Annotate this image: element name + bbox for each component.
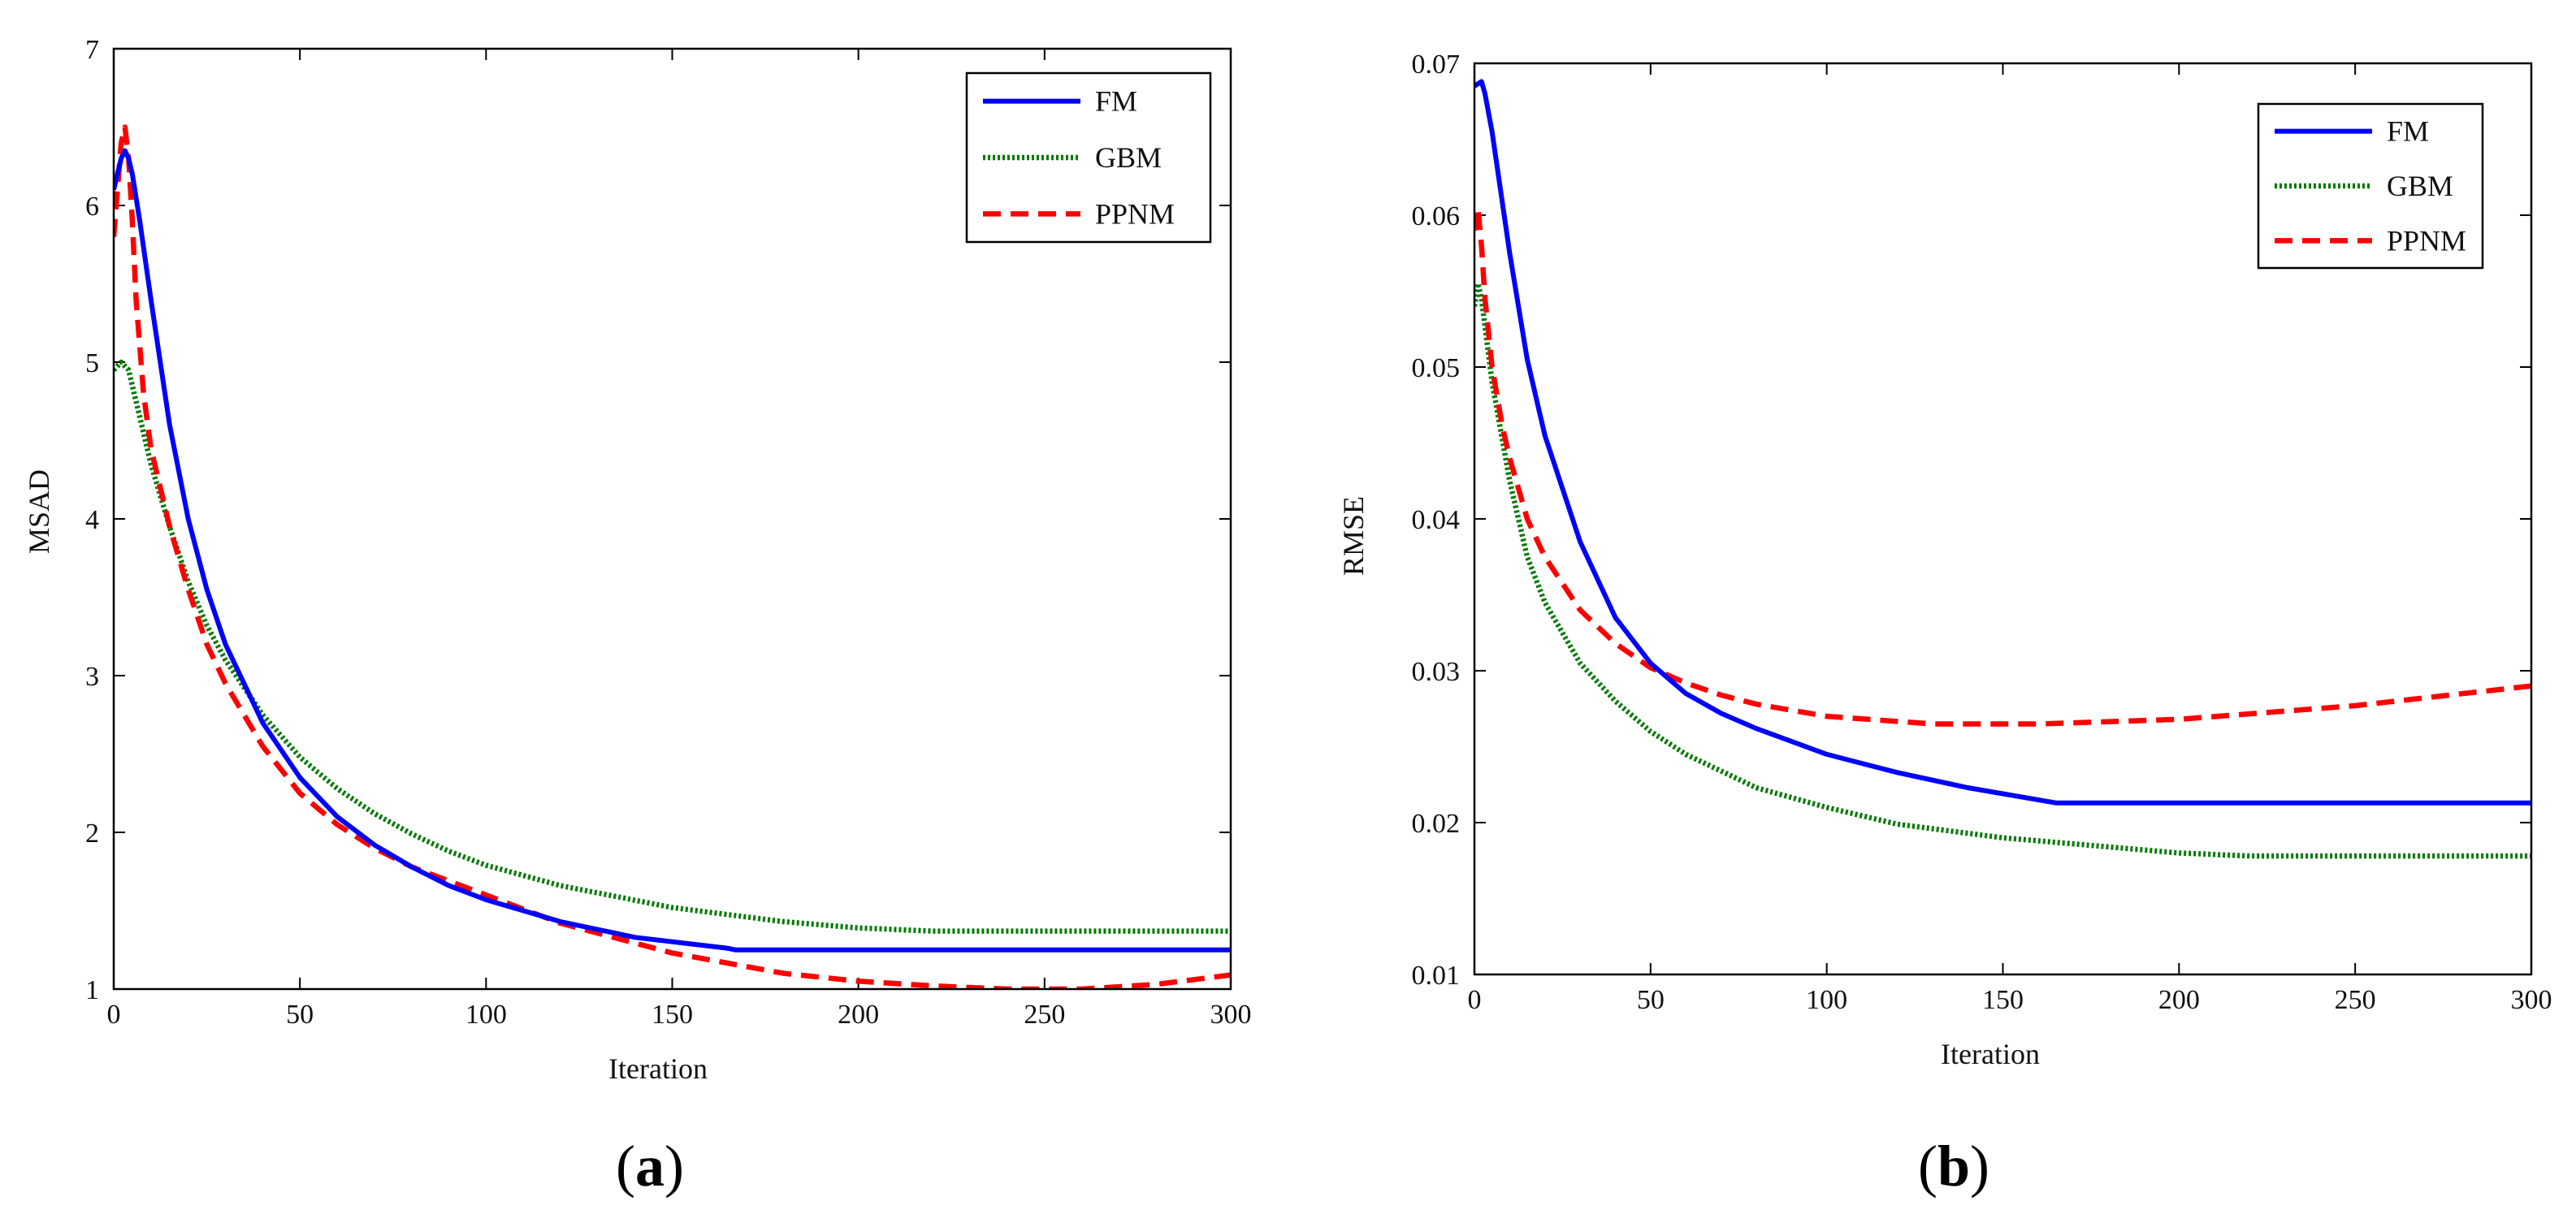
- x-tick-label: 0: [1468, 985, 1482, 1015]
- series-line-fm: [114, 148, 1231, 953]
- frame-b: [1473, 62, 2533, 976]
- x-tick-label: 50: [286, 1000, 314, 1030]
- series-line-fm: [1474, 79, 2531, 806]
- x-tick-label: 150: [1982, 985, 2024, 1015]
- y-tick-label: 5: [85, 348, 99, 378]
- legend-label-fm: FM: [2387, 115, 2429, 148]
- panel-label-b-letter: b: [1937, 1134, 1970, 1199]
- y-tick-label: 0.01: [1412, 961, 1461, 991]
- legend-label-gbm: GBM: [1095, 141, 1162, 174]
- legend-label-ppnm: PPNM: [2387, 224, 2466, 257]
- series-a: [114, 124, 1231, 989]
- x-axis-label-a: Iteration: [608, 1052, 708, 1085]
- legend-a: FM GBM PPNM: [965, 71, 1212, 244]
- legend-b: FM GBM PPNM: [2257, 102, 2484, 270]
- panel-label-b-close: ): [1970, 1134, 1989, 1199]
- panel-label-a-open: (: [616, 1134, 635, 1199]
- series-line-gbm: [114, 359, 1231, 934]
- panel-label-a: (a): [616, 1134, 684, 1199]
- ticks-b: 0 50 100 150 200 250 300 0.01 0.02 0.03 0.04 0.05 0.…: [1412, 50, 2552, 1015]
- plot-frame: [112, 47, 1232, 991]
- y-tick-label: 6: [85, 192, 99, 222]
- x-tick-label: 300: [2511, 985, 2552, 1015]
- y-tick-label: 0.02: [1412, 809, 1461, 839]
- y-tick-label: 2: [85, 819, 99, 849]
- panel-label-a-close: ): [665, 1134, 684, 1199]
- ticks-a: 0 50 100 150 200 250 300 1 2 3 4 5 6 7: [85, 35, 1252, 1030]
- y-tick-label: 3: [85, 662, 99, 692]
- panel-label-b: (b): [1918, 1134, 1989, 1199]
- panel-label-a-letter: a: [635, 1134, 665, 1199]
- x-tick-label: 150: [652, 1000, 693, 1030]
- legend-label-ppnm: PPNM: [1095, 197, 1175, 230]
- series-b: [1474, 79, 2531, 859]
- y-axis-label-a: MSAD: [23, 469, 55, 554]
- panel-label-b-open: (: [1918, 1134, 1937, 1199]
- series-line-ppnm: [1474, 205, 2531, 727]
- x-tick-label: 250: [1024, 1000, 1065, 1030]
- y-tick-label: 0.03: [1412, 657, 1461, 687]
- x-tick-label: 50: [1637, 985, 1665, 1015]
- plot-frame: [1473, 62, 2533, 976]
- y-tick-label: 0.04: [1412, 505, 1461, 535]
- y-tick-label: 4: [85, 505, 99, 535]
- y-axis-label-b: RMSE: [1337, 496, 1370, 576]
- x-tick-label: 200: [2158, 985, 2200, 1015]
- chart-panel-a: 0 50 100 150 200 250 300 1 2 3 4 5 6 7 Iteration MSAD…: [23, 35, 1252, 1199]
- series-line-ppnm: [114, 124, 1231, 989]
- x-tick-label: 300: [1210, 1000, 1252, 1030]
- x-tick-label: 0: [107, 1000, 121, 1030]
- frame-a: [112, 47, 1232, 991]
- x-tick-label: 200: [838, 1000, 879, 1030]
- x-tick-label: 250: [2335, 985, 2376, 1015]
- y-tick-label: 0.07: [1412, 50, 1461, 80]
- chart-panel-b: 0 50 100 150 200 250 300 0.01 0.02 0.03 0.04 0.05 0.…: [1337, 50, 2552, 1199]
- x-tick-label: 100: [465, 1000, 507, 1030]
- y-tick-label: 1: [85, 975, 99, 1005]
- y-tick-label: 0.06: [1412, 201, 1461, 231]
- x-axis-label-b: Iteration: [1941, 1038, 2040, 1070]
- x-tick-label: 100: [1806, 985, 1847, 1015]
- legend-label-fm: FM: [1095, 85, 1137, 118]
- y-tick-label: 7: [85, 35, 99, 65]
- legend-label-gbm: GBM: [2387, 170, 2453, 202]
- y-tick-label: 0.05: [1412, 353, 1461, 383]
